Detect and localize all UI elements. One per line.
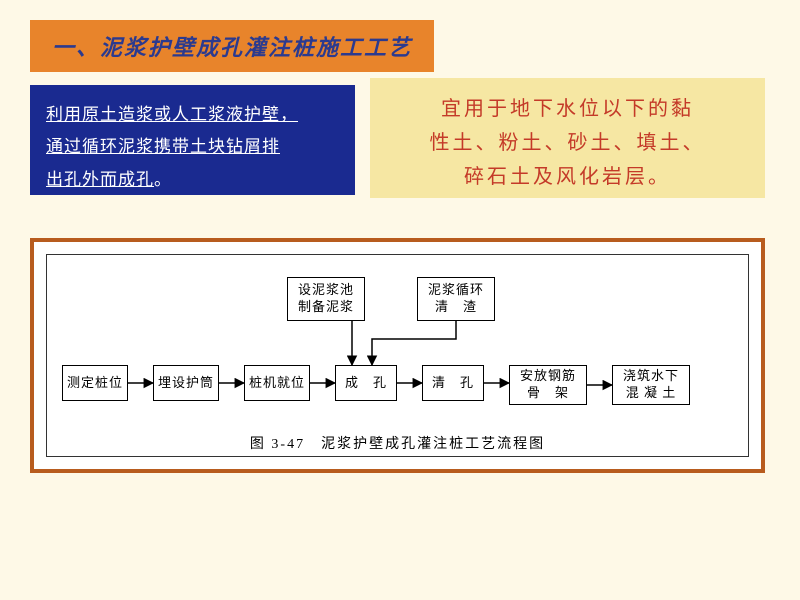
left-line2: 通过循环泥浆携带土块钻屑排 bbox=[46, 137, 280, 156]
flow-node-n7: 浇筑水下 混 凝 土 bbox=[612, 365, 690, 405]
flowchart-frame: 测定桩位埋设护筒桩机就位成 孔清 孔安放钢筋 骨 架浇筑水下 混 凝 土 设泥浆池… bbox=[30, 238, 765, 473]
flow-node-t2: 泥浆循环 清 渣 bbox=[417, 277, 495, 321]
left-line1: 利用原土造浆或人工浆液护壁， bbox=[46, 105, 298, 124]
left-tail: 。 bbox=[154, 170, 172, 189]
description-box-left: 利用原土造浆或人工浆液护壁， 通过循环泥浆携带土块钻屑排 出孔外而成孔。 bbox=[30, 85, 355, 195]
flow-node-n5: 清 孔 bbox=[422, 365, 484, 401]
slide: 一、泥浆护壁成孔灌注桩施工工艺 利用原土造浆或人工浆液护壁， 通过循环泥浆携带土… bbox=[0, 0, 800, 600]
right-line1: 宜用于地下水位以下的黏 bbox=[441, 98, 694, 120]
flow-node-n4: 成 孔 bbox=[335, 365, 397, 401]
flowchart-arrows bbox=[47, 255, 748, 456]
right-line3: 碎石土及风化岩层。 bbox=[464, 166, 671, 188]
left-line3: 出孔外而成孔 bbox=[46, 170, 154, 189]
right-line2: 性土、粉土、砂土、填土、 bbox=[430, 132, 706, 154]
flow-node-t1: 设泥浆池 制备泥浆 bbox=[287, 277, 365, 321]
flowchart-caption: 图 3-47 泥浆护壁成孔灌注桩工艺流程图 bbox=[47, 433, 748, 453]
description-box-right: 宜用于地下水位以下的黏 性土、粉土、砂土、填土、 碎石土及风化岩层。 bbox=[370, 78, 765, 198]
flow-node-n3: 桩机就位 bbox=[244, 365, 310, 401]
slide-title: 一、泥浆护壁成孔灌注桩施工工艺 bbox=[30, 20, 434, 72]
flow-node-n1: 测定桩位 bbox=[62, 365, 128, 401]
flowchart-inner: 测定桩位埋设护筒桩机就位成 孔清 孔安放钢筋 骨 架浇筑水下 混 凝 土 设泥浆池… bbox=[46, 254, 749, 457]
flow-node-n2: 埋设护筒 bbox=[153, 365, 219, 401]
flow-node-n6: 安放钢筋 骨 架 bbox=[509, 365, 587, 405]
